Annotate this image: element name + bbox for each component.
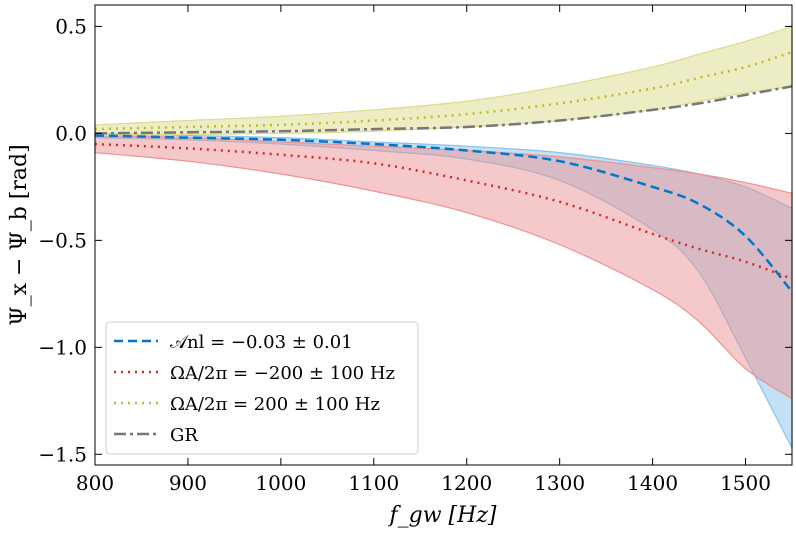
x-tick-label: 900 <box>169 471 207 495</box>
legend-entry: ΩA/2π = −200 ± 100 Hz <box>170 363 395 384</box>
y-tick-label: 0.0 <box>55 121 87 145</box>
line-series-0 <box>94 134 793 293</box>
x-tick-label: 1000 <box>255 471 306 495</box>
x-tick-label: 1100 <box>348 471 399 495</box>
line-series-1 <box>94 142 793 281</box>
x-tick-label: 1500 <box>720 471 771 495</box>
x-tick-label: 1400 <box>627 471 678 495</box>
legend-entry: ΩA/2π = 200 ± 100 Hz <box>170 394 380 415</box>
x-tick-label: 1300 <box>534 471 585 495</box>
legend-entry: 𝒜nl = −0.03 ± 0.01 <box>170 332 353 353</box>
y-tick-label: 0.5 <box>55 14 87 38</box>
y-tick-label: −1.0 <box>38 335 87 359</box>
y-tick-label: −1.5 <box>38 442 87 466</box>
legend: 𝒜nl = −0.03 ± 0.01 ΩA/2π = −200 ± 100 Hz Ω… <box>105 321 419 455</box>
y-axis-label: Ψ_x − Ψ_b [rad] <box>7 144 32 325</box>
legend-entry: GR <box>170 425 198 446</box>
legend-box <box>105 321 419 455</box>
x-tick-label: 1200 <box>441 471 492 495</box>
x-tick-label: 800 <box>76 471 114 495</box>
y-tick-label: −0.5 <box>38 228 87 252</box>
plot-frame <box>94 4 793 466</box>
x-axis-label: f_gw [Hz] <box>388 503 497 528</box>
